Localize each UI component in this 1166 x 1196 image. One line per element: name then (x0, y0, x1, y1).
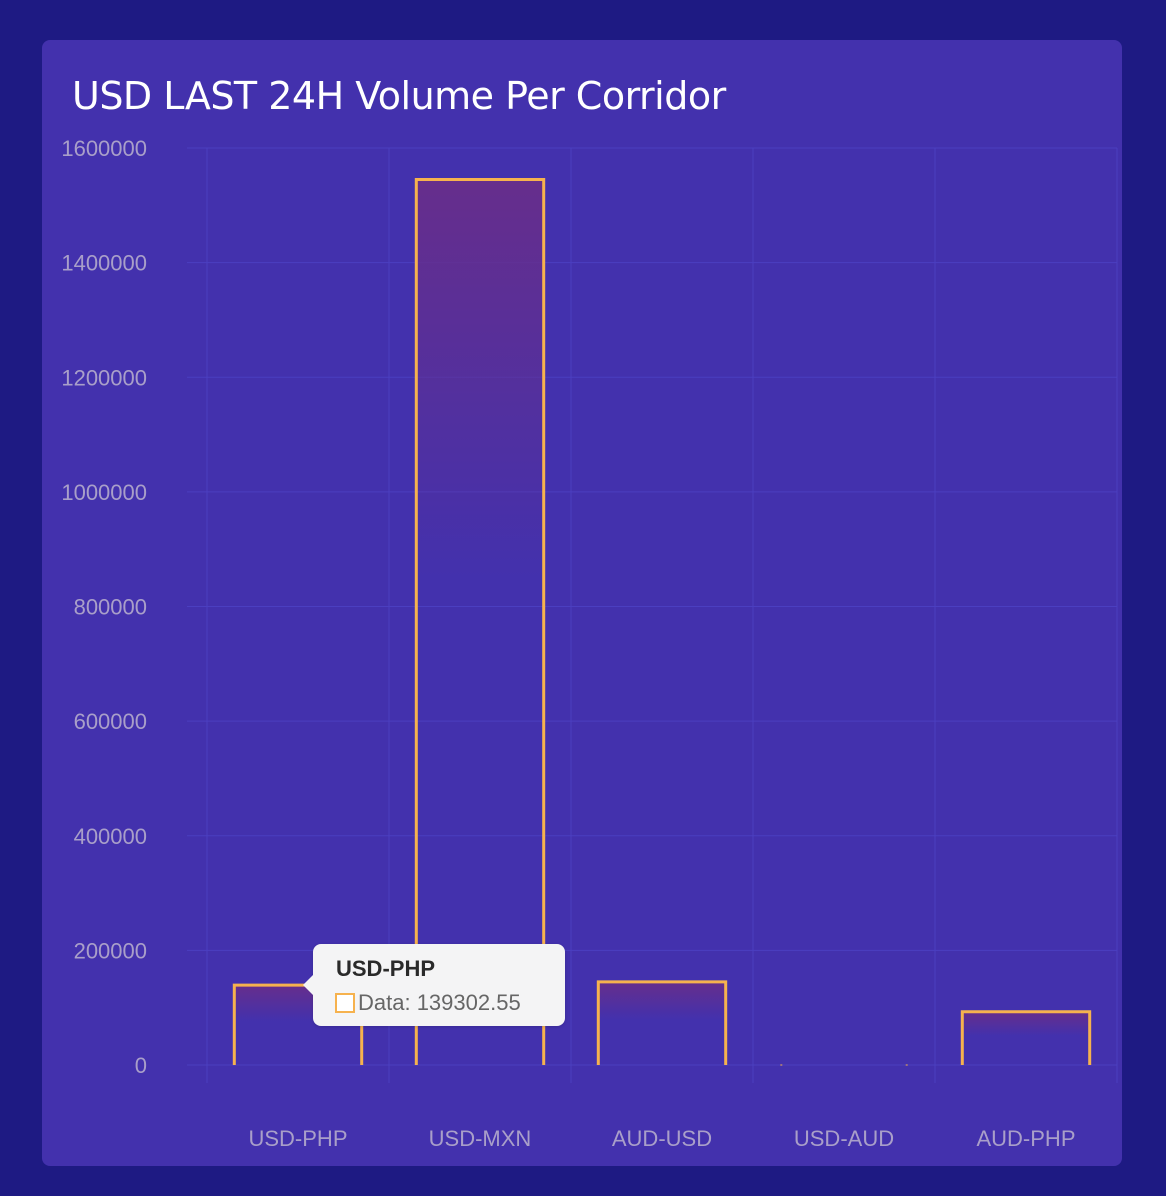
y-tick-label: 1200000 (61, 365, 147, 390)
x-tick-label: USD-AUD (794, 1126, 894, 1151)
tooltip-title: USD-PHP (336, 956, 436, 981)
y-tick-label: 1000000 (61, 480, 147, 505)
y-tick-label: 1600000 (61, 136, 147, 161)
bar-fill (598, 981, 726, 1065)
tooltip-label: Data: 139302.55 (358, 990, 521, 1015)
chart-title: USD LAST 24H Volume Per Corridor (72, 74, 726, 118)
x-tick-label: AUD-USD (612, 1126, 712, 1151)
tooltip-row: Data: 139302.55 (335, 990, 521, 1016)
y-tick-label: 600000 (74, 709, 147, 734)
x-tick-label: AUD-PHP (976, 1126, 1075, 1151)
bar (414, 178, 546, 1065)
bar-fill (416, 179, 544, 1066)
x-tick-label: USD-MXN (429, 1126, 532, 1151)
y-tick-label: 0 (135, 1053, 147, 1078)
y-tick-label: 200000 (74, 938, 147, 963)
tooltip-color-swatch (335, 993, 355, 1013)
chart-card: USD LAST 24H Volume Per Corridor 0 200000… (42, 40, 1122, 1166)
y-tick-label: 1400000 (61, 251, 147, 276)
y-tick-label: 800000 (74, 595, 147, 620)
bar-fill (962, 1011, 1090, 1065)
x-tick-label: USD-PHP (248, 1126, 347, 1151)
bar (960, 1010, 1092, 1065)
tooltip: USD-PHP Data: 139302.55 (303, 944, 565, 1026)
y-tick-label: 400000 (74, 824, 147, 849)
bar (596, 980, 728, 1065)
bar-chart: 0 200000 400000 600000 800000 1000000 1200000 1… (61, 136, 1118, 1151)
